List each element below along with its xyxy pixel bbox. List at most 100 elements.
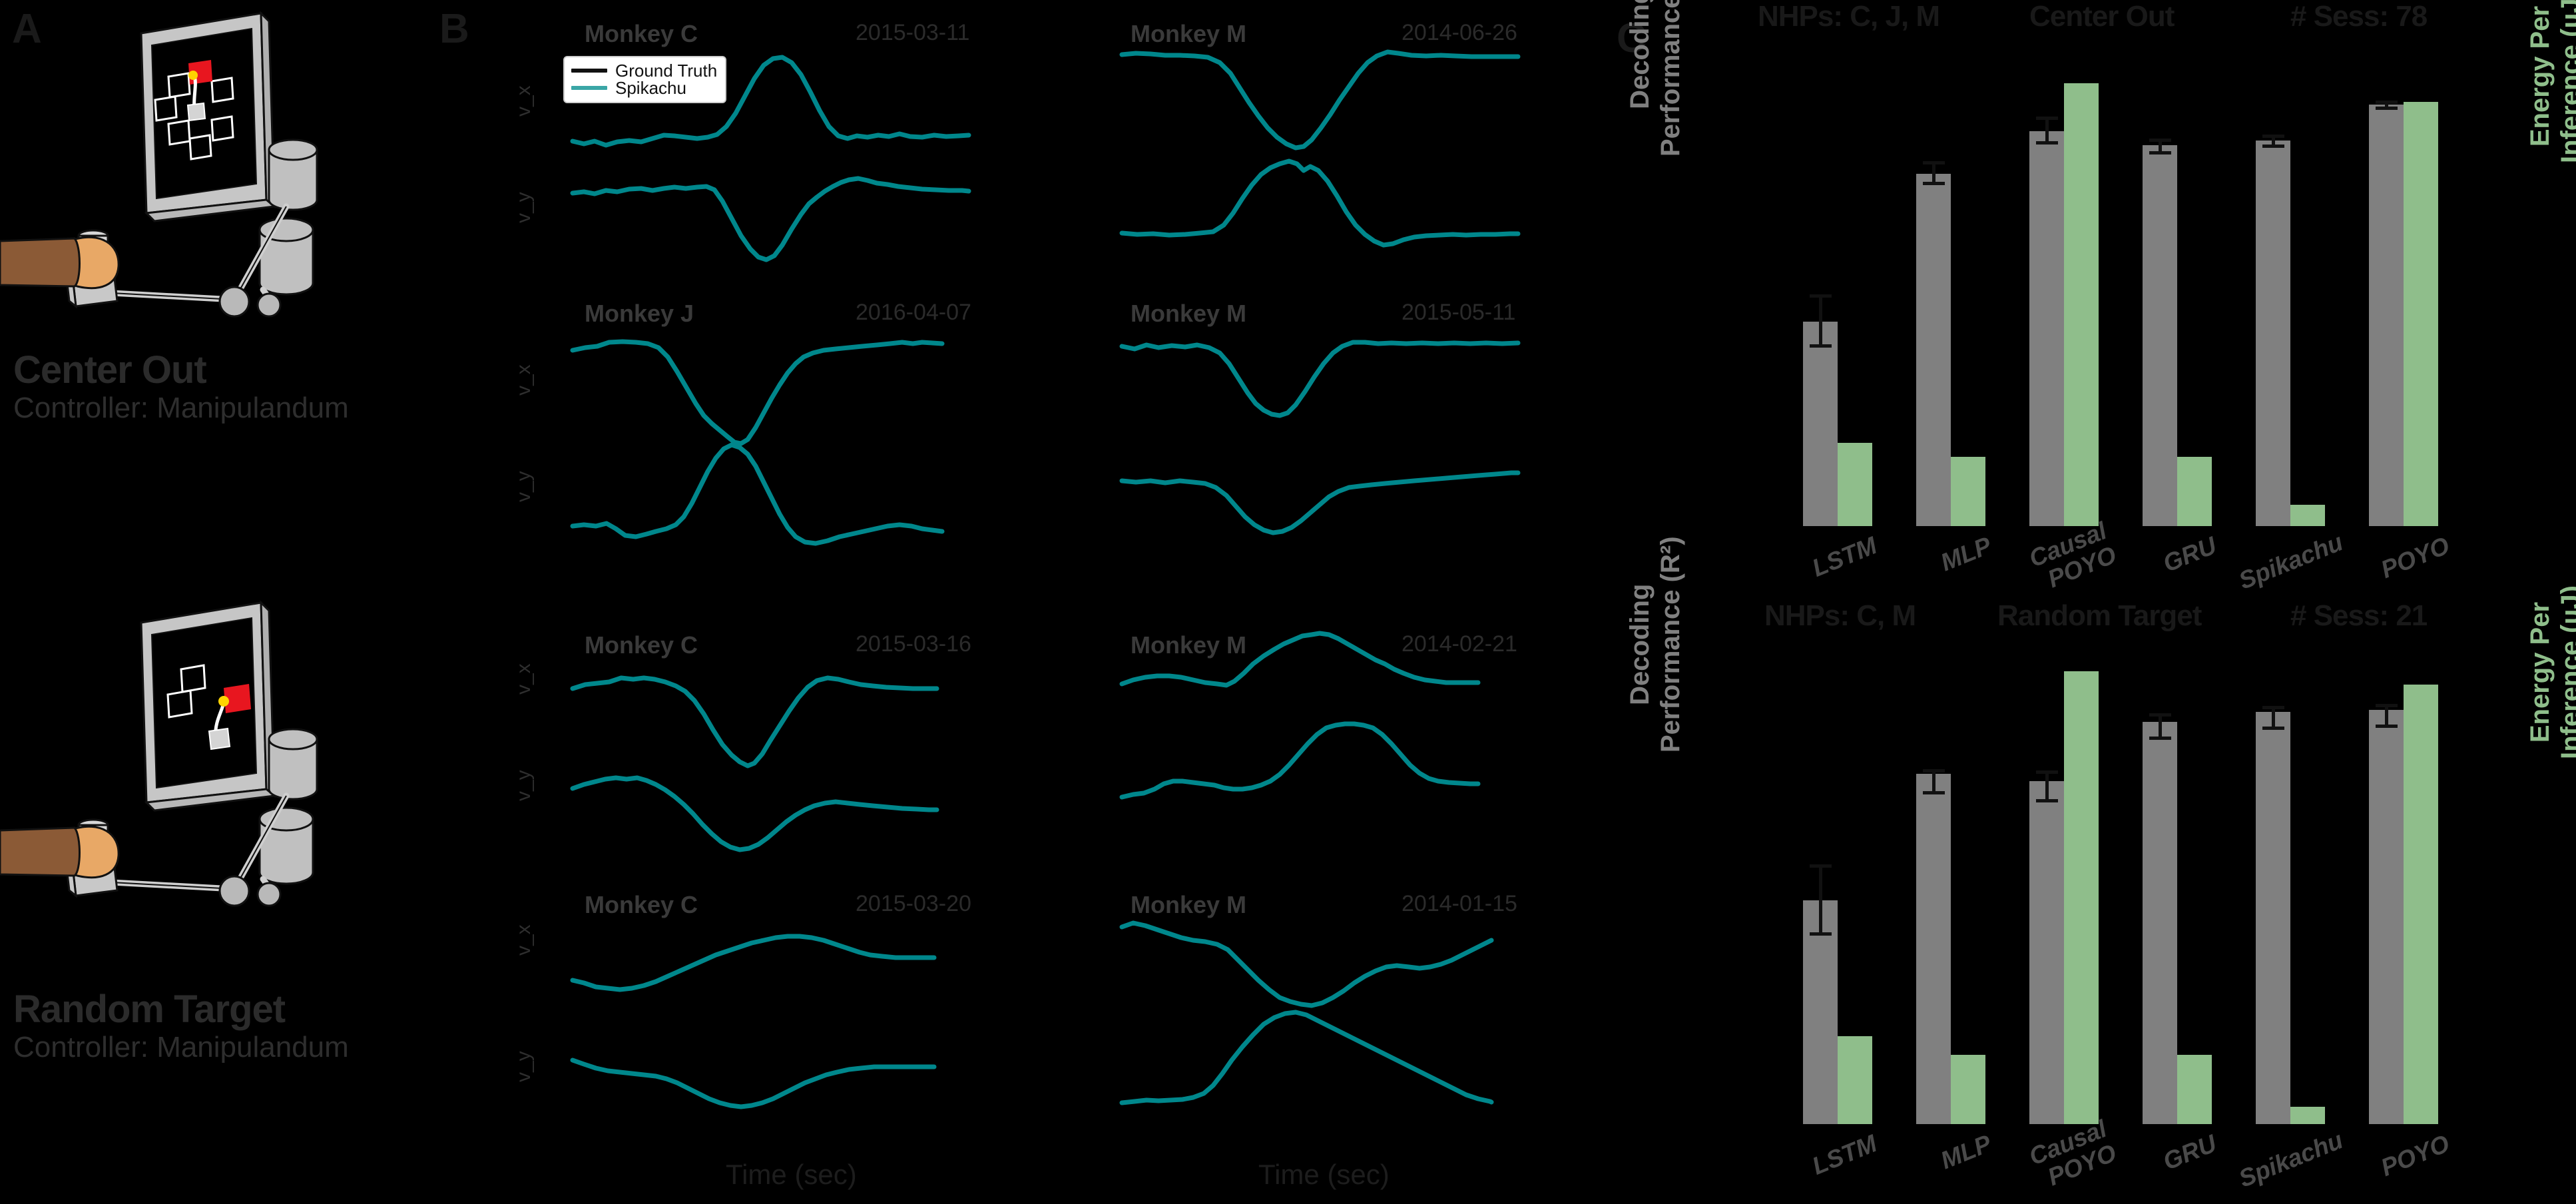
trace-subject-1: Monkey C [585, 20, 698, 47]
trace-subject-5: Monkey C [585, 631, 698, 659]
chart2-err-spikachu-stem [2272, 707, 2275, 730]
chart2-err-gru-stem [2159, 715, 2162, 740]
trace-plot-8 [1119, 898, 1525, 1131]
chart1-bar-green-poyo [2404, 102, 2438, 526]
chart2-xtick-mlp: MLP [1936, 1129, 1995, 1175]
chart1-xtick-spikachu: Spikachu [2234, 528, 2347, 595]
chart1-bar-green-spikachu [2290, 505, 2325, 526]
chart1-err-spikachu-stem [2272, 136, 2275, 148]
chart2-bar-gray-causal-poyo [2029, 781, 2064, 1124]
chart2-err-causal-poyo-cap-top [2036, 770, 2058, 774]
panel-letter-c: C [1617, 15, 1647, 61]
trace-date-4: 2015-05-11 [1402, 300, 1516, 325]
chart1-bar-gray-poyo [2369, 105, 2404, 526]
trace-plot-5 [569, 647, 975, 880]
chart2-bar-green-causal-poyo [2064, 671, 2099, 1124]
trace-legend: Ground Truth Spikachu [563, 56, 727, 103]
chart1-ylabel-left-line1: Decoding [1625, 0, 1655, 109]
chart2-header-center: Random Target [1997, 599, 2202, 632]
chart2-err-poyo-cap-top [2376, 704, 2398, 707]
chart1-xtick-mlp: MLP [1936, 531, 1995, 577]
trace-date-1: 2015-03-11 [856, 20, 970, 45]
chart1-bar-gray-mlp [1916, 174, 1951, 526]
legend-label-ground-truth: Ground Truth [615, 60, 718, 81]
legend-item-spikachu: Spikachu [571, 78, 717, 98]
chart1-bar-green-gru [2177, 457, 2212, 526]
chart1-ylabel-right-line2: Inference (µJ) [2556, 0, 2576, 163]
chart2-err-poyo-cap-bot [2376, 725, 2398, 728]
trace-subject-7: Monkey C [585, 891, 698, 918]
chart1-err-mlp-cap-bot [1923, 182, 1945, 185]
chart1-ylabel-right-line1: Energy Per [2525, 5, 2555, 147]
chart1-err-spikachu-cap-bot [2262, 145, 2284, 148]
chart2-err-gru-cap-top [2149, 713, 2171, 717]
chart2-xtick-lstm: LSTM [1808, 1129, 1881, 1180]
trace-plot-2 [1119, 33, 1525, 273]
chart2-ylabel-left-line2: Performance (R²) [1656, 536, 1685, 752]
chart1-header-center: Center Out [2029, 0, 2175, 33]
chart2-bar-green-lstm [1838, 1036, 1872, 1124]
chart2-bar-green-poyo [2404, 685, 2438, 1124]
chart1-err-mlp-stem [1932, 162, 1935, 185]
chart2-err-lstm-cap-top [1810, 864, 1832, 868]
trace-date-7: 2015-03-20 [856, 891, 971, 916]
chart1-xtick-poyo: POYO [2377, 531, 2453, 584]
chart1-bar-gray-causal-poyo [2029, 131, 2064, 526]
chart1-bar-gray-gru [2143, 145, 2177, 526]
trace-subject-4: Monkey M [1131, 300, 1247, 327]
chart1-err-causal-poyo-cap-bot [2036, 141, 2058, 145]
chart1-bar-green-causal-poyo [2064, 83, 2099, 526]
chart1-header-left: NHPs: C, J, M [1758, 0, 1940, 33]
axis-label-vy-5: v_y [513, 770, 535, 801]
panel-letter-b: B [439, 6, 469, 52]
axis-label-vy-7: v_y [513, 1051, 535, 1082]
chart2-ylabel-right-line2: Inference (µJ) [2556, 585, 2576, 759]
chart2-err-spikachu-cap-bot [2262, 727, 2284, 730]
chart1-plot-area [1791, 50, 2483, 526]
chart1-err-lstm-cap-bot [1810, 344, 1832, 348]
chart1-err-poyo-stem [2385, 102, 2388, 110]
trace-date-6: 2014-02-21 [1402, 631, 1517, 657]
chart1-ylabel-left-line2: Performance (R²) [1656, 0, 1685, 156]
center-out-task-diagram [0, 7, 426, 380]
chart2-err-spikachu-cap-top [2262, 706, 2284, 709]
chart2-err-lstm-stem [1819, 866, 1822, 936]
task-title-center-out: Center Out [13, 348, 207, 392]
chart1-bar-green-lstm [1838, 443, 1872, 526]
legend-item-ground-truth: Ground Truth [571, 60, 718, 81]
random-target-task-diagram [0, 596, 426, 969]
trace-xaxis-label-left: Time (sec) [726, 1159, 857, 1190]
trace-plot-7 [569, 924, 975, 1124]
trace-plot-4 [1119, 325, 1525, 558]
legend-swatch-spikachu [571, 86, 607, 90]
trace-subject-8: Monkey M [1131, 891, 1247, 918]
chart2-err-mlp-stem [1932, 770, 1935, 794]
chart2-xtick-spikachu: Spikachu [2234, 1126, 2347, 1193]
chart1-err-lstm-cap-top [1810, 294, 1832, 298]
trace-subject-2: Monkey M [1131, 20, 1247, 47]
chart1-xtick-lstm: LSTM [1808, 531, 1881, 582]
trace-date-2: 2014-06-26 [1402, 20, 1517, 45]
chart1-err-mlp-cap-top [1923, 161, 1945, 164]
chart2-bar-gray-spikachu [2256, 712, 2290, 1124]
chart1-err-poyo-cap-bot [2376, 107, 2398, 110]
chart2-bar-gray-mlp [1916, 774, 1951, 1124]
chart2-bar-green-spikachu [2290, 1107, 2325, 1124]
chart1-bar-gray-spikachu [2256, 141, 2290, 526]
trace-plot-1 [569, 48, 975, 274]
trace-plot-6 [1119, 623, 1525, 876]
chart2-header-left: NHPs: C, M [1764, 599, 1916, 632]
chart2-bar-green-mlp [1951, 1055, 1985, 1124]
chart1-err-gru-cap-top [2149, 139, 2171, 142]
chart1-err-poyo-cap-top [2376, 101, 2398, 104]
trace-date-8: 2014-01-15 [1402, 891, 1517, 916]
chart2-ylabel-right-line1: Energy Per [2525, 601, 2555, 743]
chart1-header-right: # Sess: 78 [2290, 0, 2428, 33]
chart1-bar-gray-lstm [1803, 322, 1838, 526]
axis-label-vx-1: v_x [513, 85, 535, 117]
axis-label-vx-3: v_x [513, 364, 535, 396]
chart2-bar-green-gru [2177, 1055, 2212, 1124]
chart2-err-poyo-stem [2385, 705, 2388, 728]
chart2-xtick-causal-poyo: Causal POYO [2025, 1115, 2121, 1191]
chart2-plot-area [1791, 648, 2483, 1124]
